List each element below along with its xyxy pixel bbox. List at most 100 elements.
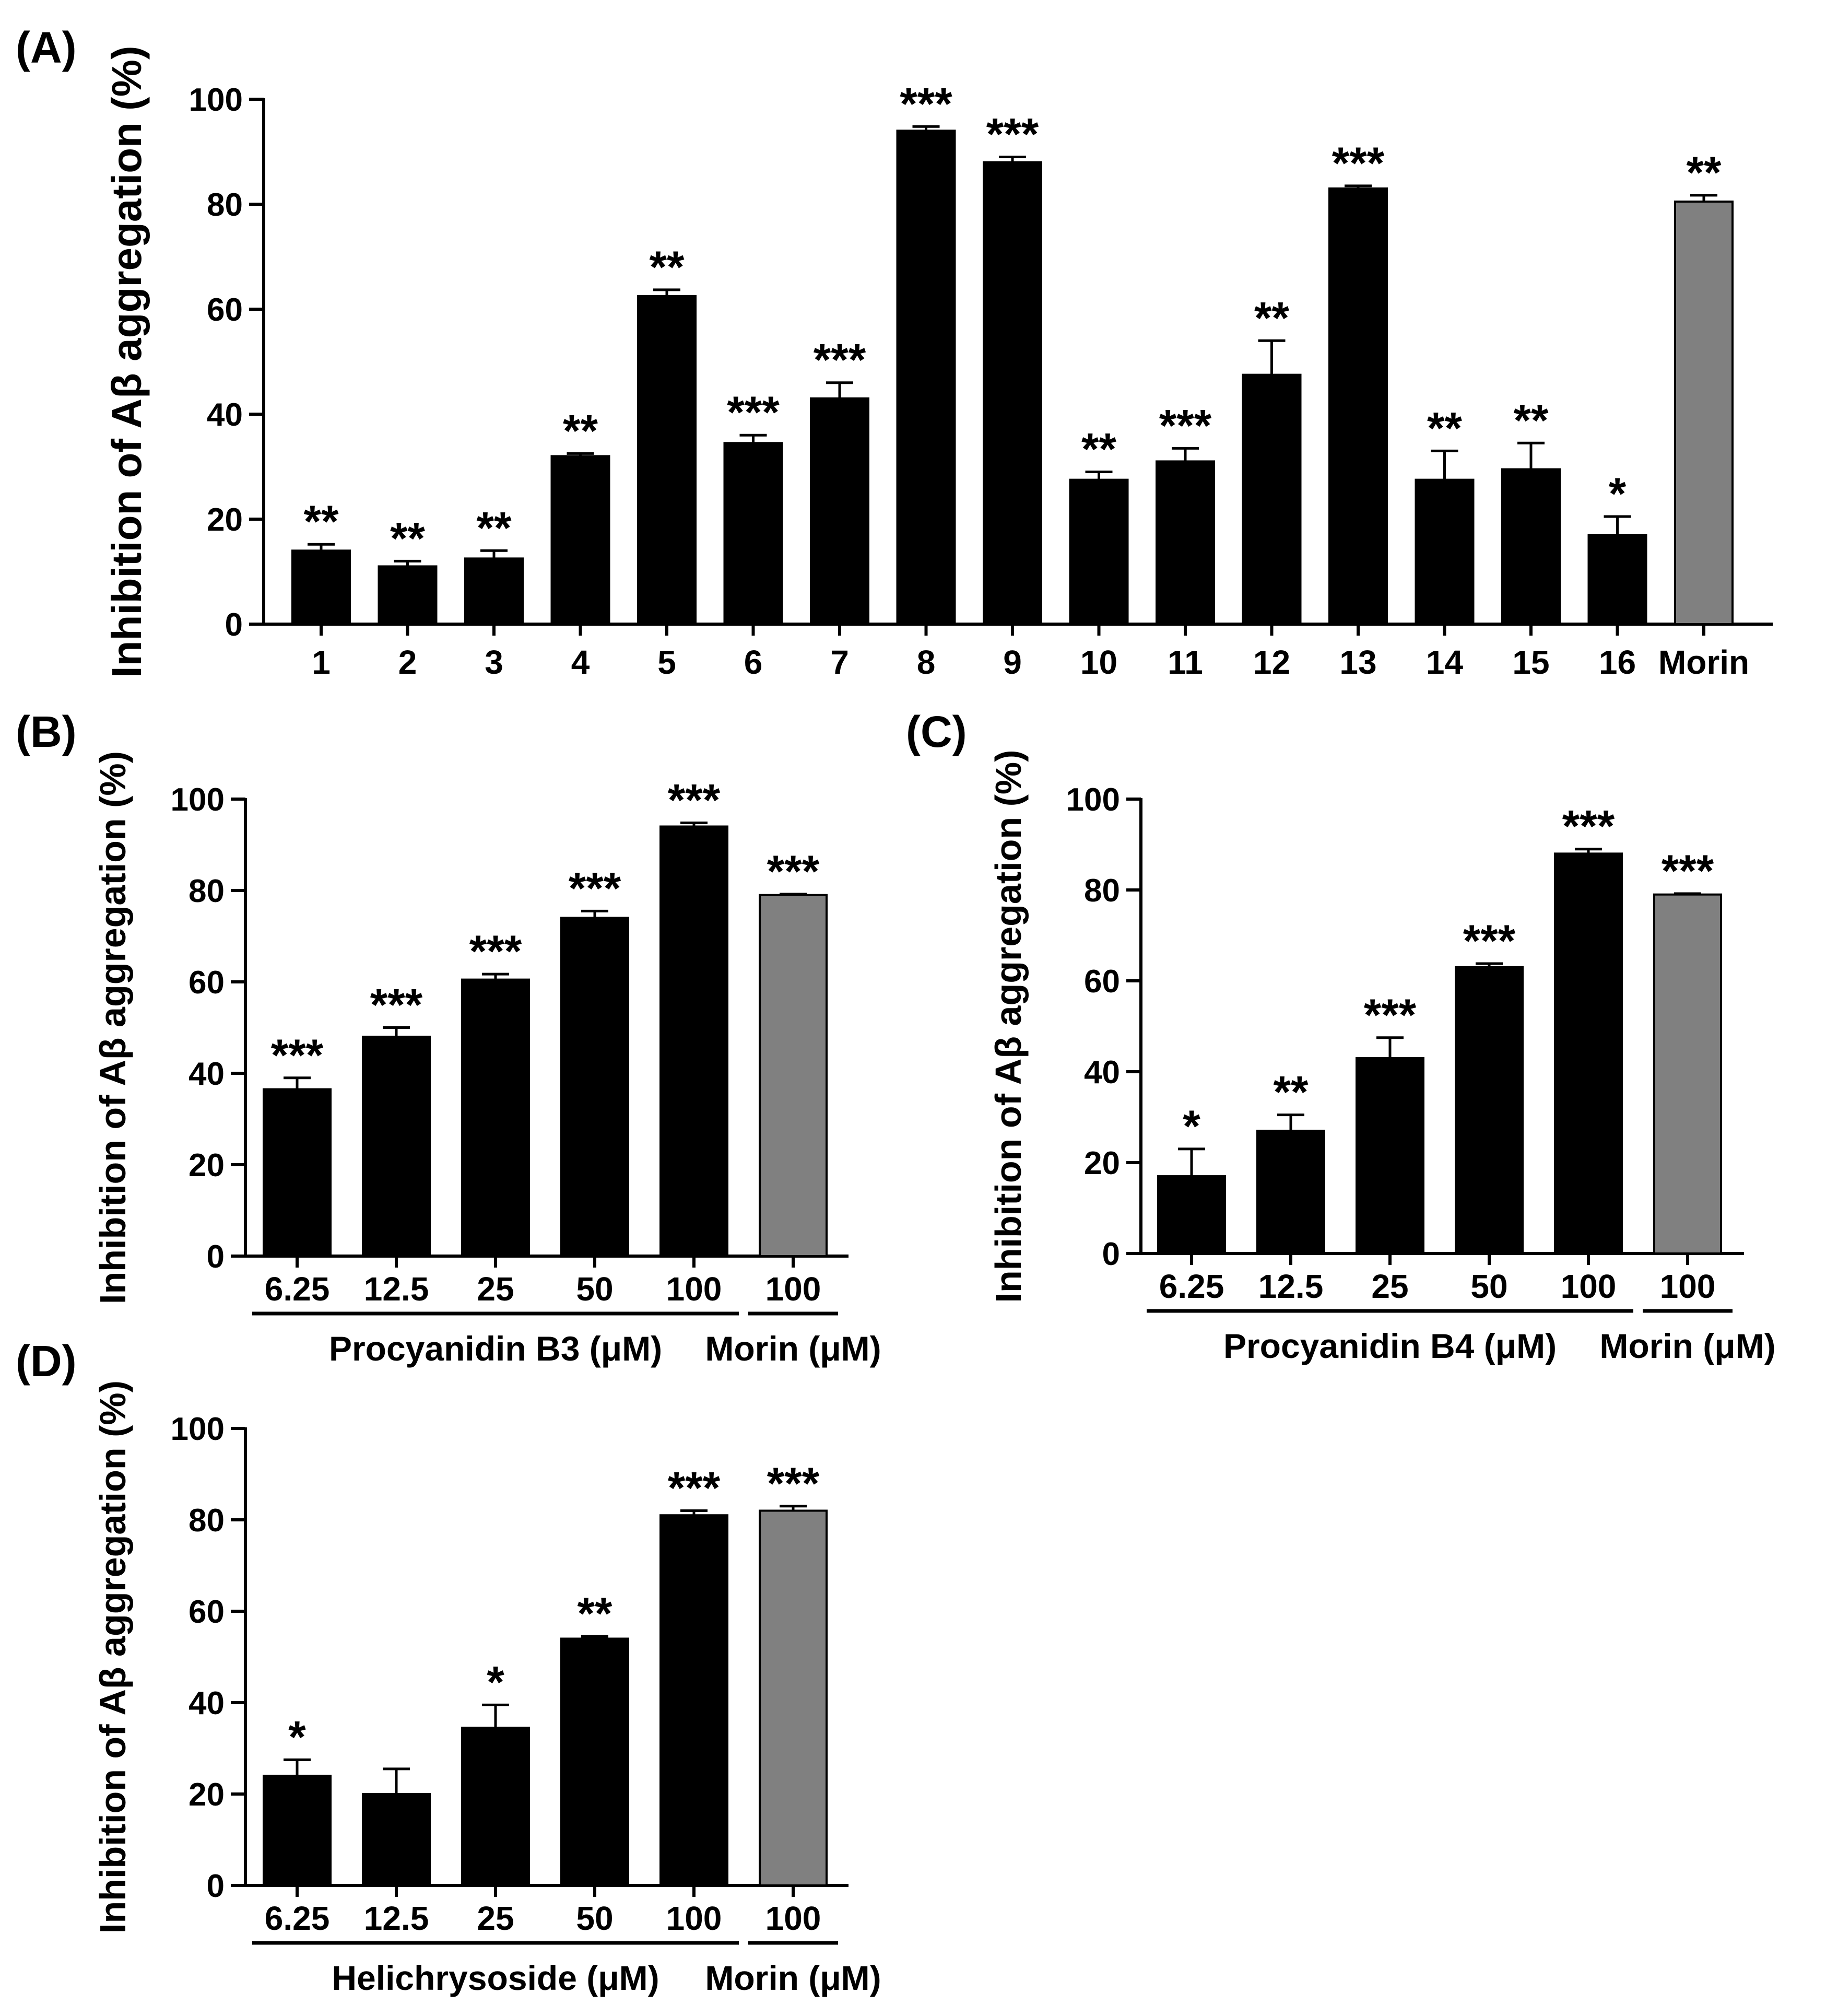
- significance-marker: ***: [569, 863, 621, 913]
- significance-marker: ***: [986, 110, 1039, 160]
- bar: [560, 917, 629, 1257]
- y-axis-label: Inhibition of Aβ aggregation (%): [92, 1380, 133, 1933]
- significance-marker: **: [1254, 293, 1289, 343]
- bar: [723, 442, 783, 626]
- bar: [1554, 852, 1623, 1255]
- significance-marker: **: [304, 497, 339, 547]
- significance-marker: **: [650, 242, 685, 292]
- significance-marker: **: [1427, 403, 1462, 453]
- x-tick-label: 1: [312, 643, 331, 681]
- x-tick-label: 25: [1371, 1268, 1408, 1305]
- group-label: Morin (μM): [705, 1329, 881, 1368]
- bar: [560, 1637, 629, 1886]
- y-tick-label: 60: [207, 292, 243, 328]
- x-tick-label: 13: [1339, 643, 1376, 681]
- y-tick-label: 40: [188, 1056, 225, 1092]
- x-tick-label: 6.25: [265, 1900, 330, 1937]
- y-axis-label: Inhibition of Aβ aggregation (%): [103, 45, 150, 677]
- reference-bar: [759, 1509, 828, 1886]
- significance-marker: *: [487, 1657, 504, 1707]
- significance-marker: ***: [1364, 990, 1417, 1040]
- bar: [461, 1727, 530, 1886]
- bar: [1455, 966, 1524, 1255]
- x-tick-label: 2: [398, 643, 417, 681]
- significance-marker: **: [1274, 1068, 1309, 1118]
- x-tick-label: 100: [765, 1900, 821, 1937]
- significance-marker: ***: [1332, 138, 1385, 189]
- y-tick-label: 80: [188, 873, 225, 909]
- significance-marker: ***: [814, 335, 866, 385]
- y-tick-label: 20: [207, 502, 243, 538]
- bar: [1356, 1057, 1424, 1255]
- y-tick-label: 80: [207, 187, 243, 223]
- y-axis-label: Inhibition of Aβ aggregation (%): [92, 751, 133, 1304]
- y-tick-label: 0: [1102, 1236, 1120, 1272]
- x-tick-label: 12.5: [364, 1270, 429, 1308]
- reference-bar: [1653, 893, 1722, 1255]
- group-label: Helichrysoside (μM): [332, 1959, 659, 1997]
- y-tick-label: 80: [1084, 873, 1120, 909]
- y-axis-label: Inhibition of Aβ aggregation (%): [988, 750, 1029, 1303]
- x-tick-label: 3: [485, 643, 503, 681]
- significance-marker: *: [1183, 1101, 1200, 1152]
- bar: [1069, 478, 1129, 625]
- x-tick-label: 15: [1512, 643, 1549, 681]
- chart-panel: (B) Inhibition of Aβ aggregation (%) 0 20 40…: [16, 707, 881, 1368]
- bar: [659, 825, 728, 1257]
- significance-marker: ***: [767, 847, 820, 897]
- x-tick-label: 12: [1253, 643, 1290, 681]
- x-tick-label: 100: [666, 1270, 722, 1308]
- group-label: Procyanidin B3 (μM): [329, 1329, 662, 1368]
- x-tick-label: 12.5: [364, 1900, 429, 1937]
- x-tick-label: 11: [1168, 643, 1203, 681]
- bar: [461, 978, 530, 1257]
- y-tick-label: 40: [1084, 1054, 1120, 1091]
- significance-marker: **: [578, 1589, 612, 1639]
- x-tick-label: 25: [477, 1270, 514, 1308]
- x-tick-label: 8: [917, 643, 936, 681]
- bar: [362, 1036, 431, 1257]
- y-tick-label: 0: [225, 607, 243, 643]
- chart-panel: (D) Inhibition of Aβ aggregation (%) 0 20 40…: [16, 1337, 881, 1997]
- y-tick-label: 100: [189, 82, 243, 118]
- y-tick-label: 100: [1066, 782, 1120, 818]
- significance-marker: **: [1081, 425, 1116, 475]
- x-tick-label: 6.25: [265, 1270, 330, 1308]
- significance-marker: ***: [727, 388, 780, 438]
- y-tick-label: 60: [1084, 964, 1120, 1000]
- panel-label: (A): [16, 23, 77, 72]
- bar: [1328, 187, 1388, 626]
- bar: [1157, 1175, 1226, 1255]
- y-tick-label: 0: [207, 1868, 225, 1904]
- panel-label: (D): [16, 1337, 77, 1386]
- bar: [263, 1088, 332, 1257]
- x-tick-label: 100: [765, 1270, 821, 1308]
- bar: [362, 1793, 431, 1886]
- y-tick-label: 60: [188, 1594, 225, 1630]
- y-tick-label: 20: [1084, 1145, 1120, 1181]
- significance-marker: ***: [1562, 802, 1615, 852]
- x-tick-label: 6.25: [1159, 1268, 1224, 1305]
- bar: [1256, 1130, 1325, 1255]
- bar: [1415, 478, 1475, 625]
- significance-marker: ***: [1159, 401, 1212, 451]
- y-tick-label: 0: [207, 1239, 225, 1275]
- x-tick-label: 50: [576, 1270, 613, 1308]
- significance-marker: ***: [1463, 916, 1516, 966]
- bar: [378, 565, 438, 625]
- significance-marker: ***: [668, 1463, 721, 1514]
- bar: [896, 130, 956, 626]
- bar: [1156, 460, 1215, 625]
- bar: [464, 557, 524, 625]
- significance-marker: **: [390, 513, 425, 564]
- x-tick-label: 5: [657, 643, 676, 681]
- chart-panel: (A) Inhibition of Aβ aggregation (%) 0 20 40…: [16, 23, 1773, 681]
- bar: [659, 1514, 728, 1886]
- y-tick-label: 20: [188, 1147, 225, 1183]
- significance-marker: **: [1687, 148, 1722, 198]
- x-tick-label: 25: [477, 1900, 514, 1937]
- bar: [550, 455, 610, 626]
- significance-marker: ***: [1662, 846, 1714, 896]
- y-tick-label: 40: [207, 397, 243, 433]
